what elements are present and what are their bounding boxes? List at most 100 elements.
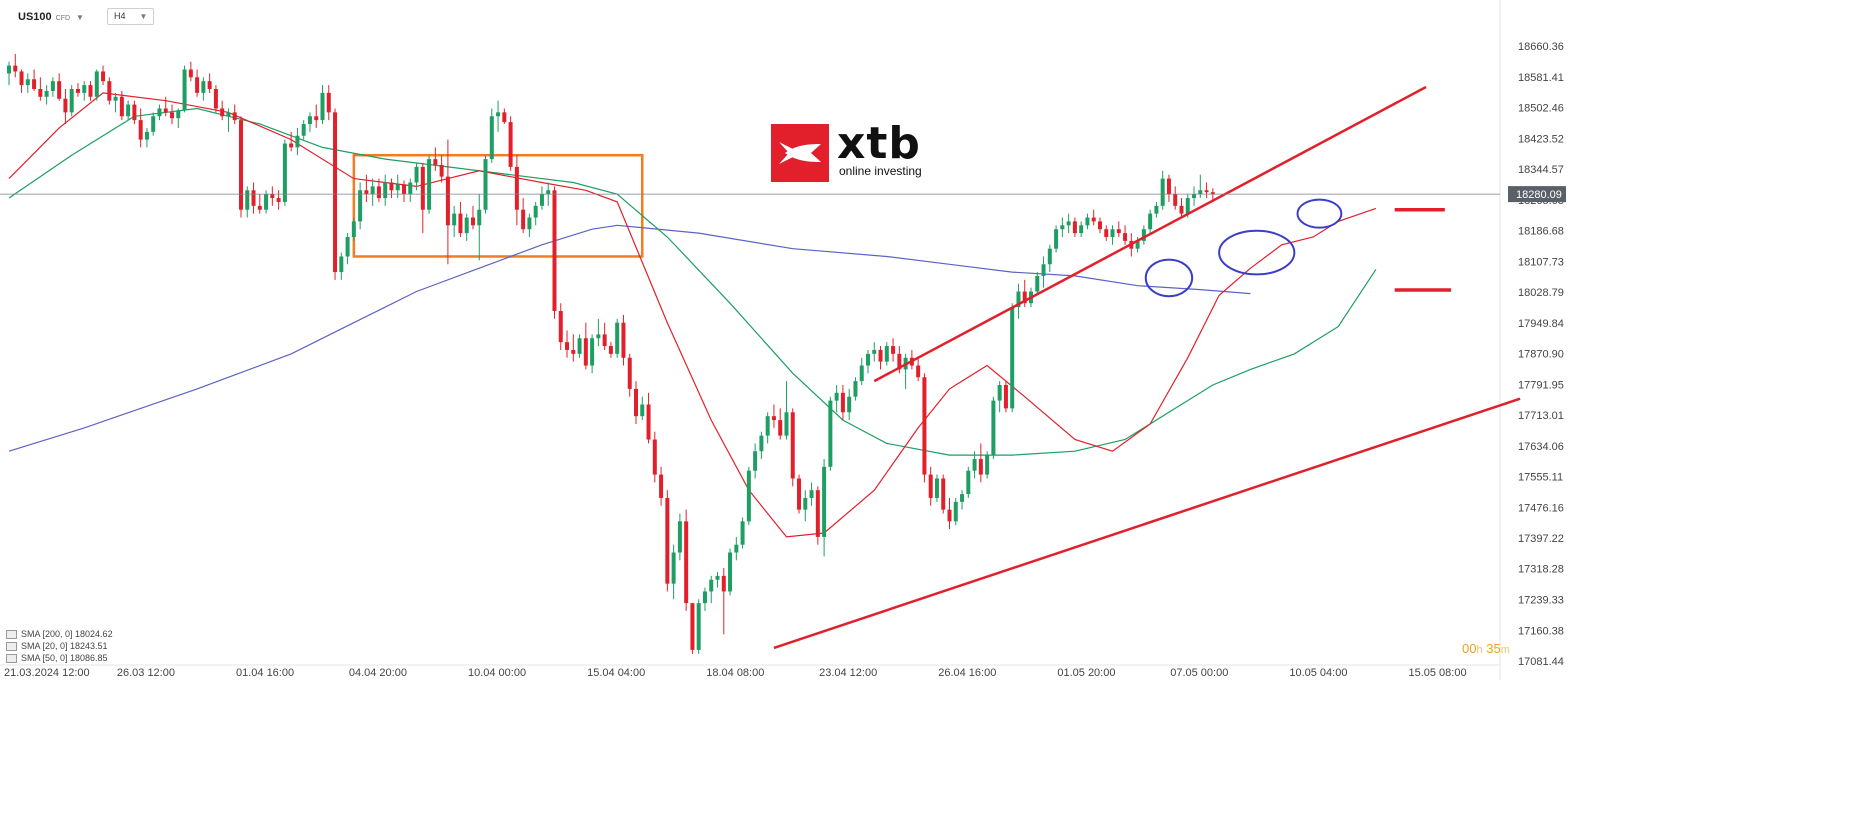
candle-body	[1116, 229, 1121, 234]
candle-body	[245, 190, 250, 210]
candle-body	[1072, 221, 1077, 234]
candle-body	[408, 182, 413, 195]
candle-body	[188, 69, 193, 78]
y-tick-label: 18186.68	[1518, 226, 1564, 238]
candle-body	[57, 81, 62, 99]
candle-body	[966, 470, 971, 495]
candle-body	[427, 159, 432, 210]
candle-body	[834, 392, 839, 401]
x-tick-label: 07.05 00:00	[1170, 667, 1228, 679]
x-tick-label: 10.05 04:00	[1289, 667, 1347, 679]
x-tick-label: 04.04 20:00	[349, 667, 407, 679]
sma200-line	[8, 224, 1251, 452]
current-price-tag	[1508, 186, 1566, 203]
candle-body	[1104, 229, 1109, 237]
timer-minutes-unit: m	[1500, 644, 1510, 656]
candle-body	[7, 65, 11, 74]
candle-body	[94, 71, 99, 97]
indicator-settings-icon[interactable]	[6, 653, 17, 663]
candle-body	[634, 388, 638, 417]
candle-body	[1079, 225, 1084, 234]
candle-body	[170, 112, 175, 119]
candle-body	[483, 159, 488, 210]
candle-body	[847, 396, 852, 413]
chart-toolbar: US100 CFD ▼ H4 ▼	[0, 0, 1500, 34]
candle-body	[577, 338, 582, 354]
candle-body	[75, 88, 80, 93]
candle-body	[383, 182, 388, 199]
candle-countdown: 00h 35m	[1462, 641, 1510, 656]
candle-body	[414, 166, 419, 183]
candle-body	[1097, 221, 1102, 230]
highlight-circle	[1218, 229, 1296, 276]
y-tick-label: 18423.52	[1518, 133, 1564, 145]
candle-body	[608, 346, 613, 354]
candle-body	[433, 159, 438, 165]
logo-tagline: online investing	[839, 164, 922, 178]
candle-body	[489, 116, 494, 160]
candle-body	[345, 236, 350, 257]
candle-body	[571, 349, 576, 354]
candle-body	[395, 184, 400, 191]
candle-body	[797, 478, 802, 510]
candle-body	[1148, 213, 1153, 230]
candle-body	[533, 205, 538, 218]
candle-body	[82, 85, 87, 93]
candle-body	[470, 217, 475, 226]
legend-item-sma20[interactable]: SMA [20, 0] 18243.51	[6, 640, 113, 652]
legend-item-sma200[interactable]: SMA [200, 0] 18024.62	[6, 628, 113, 640]
candle-body	[257, 205, 262, 210]
candle-body	[859, 365, 864, 382]
indicator-settings-icon[interactable]	[6, 629, 17, 639]
candle-body	[32, 79, 37, 89]
y-tick-label: 17397.22	[1518, 533, 1564, 545]
candle-body	[88, 85, 93, 97]
candle-body	[458, 213, 463, 234]
candle-body	[176, 110, 181, 119]
highlight-circle	[1144, 258, 1194, 298]
y-tick-label: 17476.16	[1518, 502, 1564, 514]
candle-body	[514, 166, 519, 210]
candle-body	[784, 412, 789, 436]
candle-body	[539, 194, 544, 206]
candle-body	[1179, 205, 1184, 214]
candle-body	[301, 124, 306, 136]
y-tick-label: 17239.33	[1518, 595, 1564, 607]
candle-body	[665, 497, 670, 584]
candle-body	[991, 400, 996, 456]
x-tick-label: 15.04 04:00	[587, 667, 645, 679]
indicator-settings-icon[interactable]	[6, 641, 17, 651]
candle-body	[652, 439, 657, 475]
timer-minutes: 35	[1486, 641, 1501, 656]
candle-body	[1035, 275, 1040, 292]
candle-body	[621, 322, 626, 358]
candle-body	[916, 365, 921, 378]
candle-body	[1135, 240, 1140, 249]
timeframe-selector[interactable]: H4 ▼	[107, 8, 155, 25]
candle-body	[44, 90, 49, 97]
candle-body	[351, 221, 356, 237]
candle-body	[646, 404, 651, 440]
candle-body	[884, 346, 889, 362]
y-tick-label: 17081.44	[1518, 656, 1564, 668]
candle-body	[289, 143, 294, 148]
consolidation-box	[352, 153, 644, 258]
candle-body	[960, 494, 965, 502]
candle-body	[1085, 217, 1090, 226]
indicator-legend: SMA [200, 0] 18024.62 SMA [20, 0] 18243.…	[6, 628, 113, 664]
candle-body	[734, 544, 739, 553]
chevron-down-icon: ▼	[76, 13, 84, 22]
candle-body	[702, 591, 707, 604]
candle-body	[63, 98, 68, 113]
y-tick-label: 18660.36	[1518, 41, 1564, 53]
candle-body	[101, 71, 106, 82]
legend-item-sma50[interactable]: SMA [50, 0] 18086.85	[6, 652, 113, 664]
candle-body	[38, 88, 43, 97]
candle-body	[1060, 225, 1065, 230]
candle-body	[264, 194, 269, 210]
candle-body	[314, 116, 319, 121]
x-tick-label: 26.03 12:00	[117, 667, 175, 679]
symbol-selector[interactable]: US100 CFD ▼	[18, 11, 84, 23]
candle-body	[1185, 198, 1190, 214]
